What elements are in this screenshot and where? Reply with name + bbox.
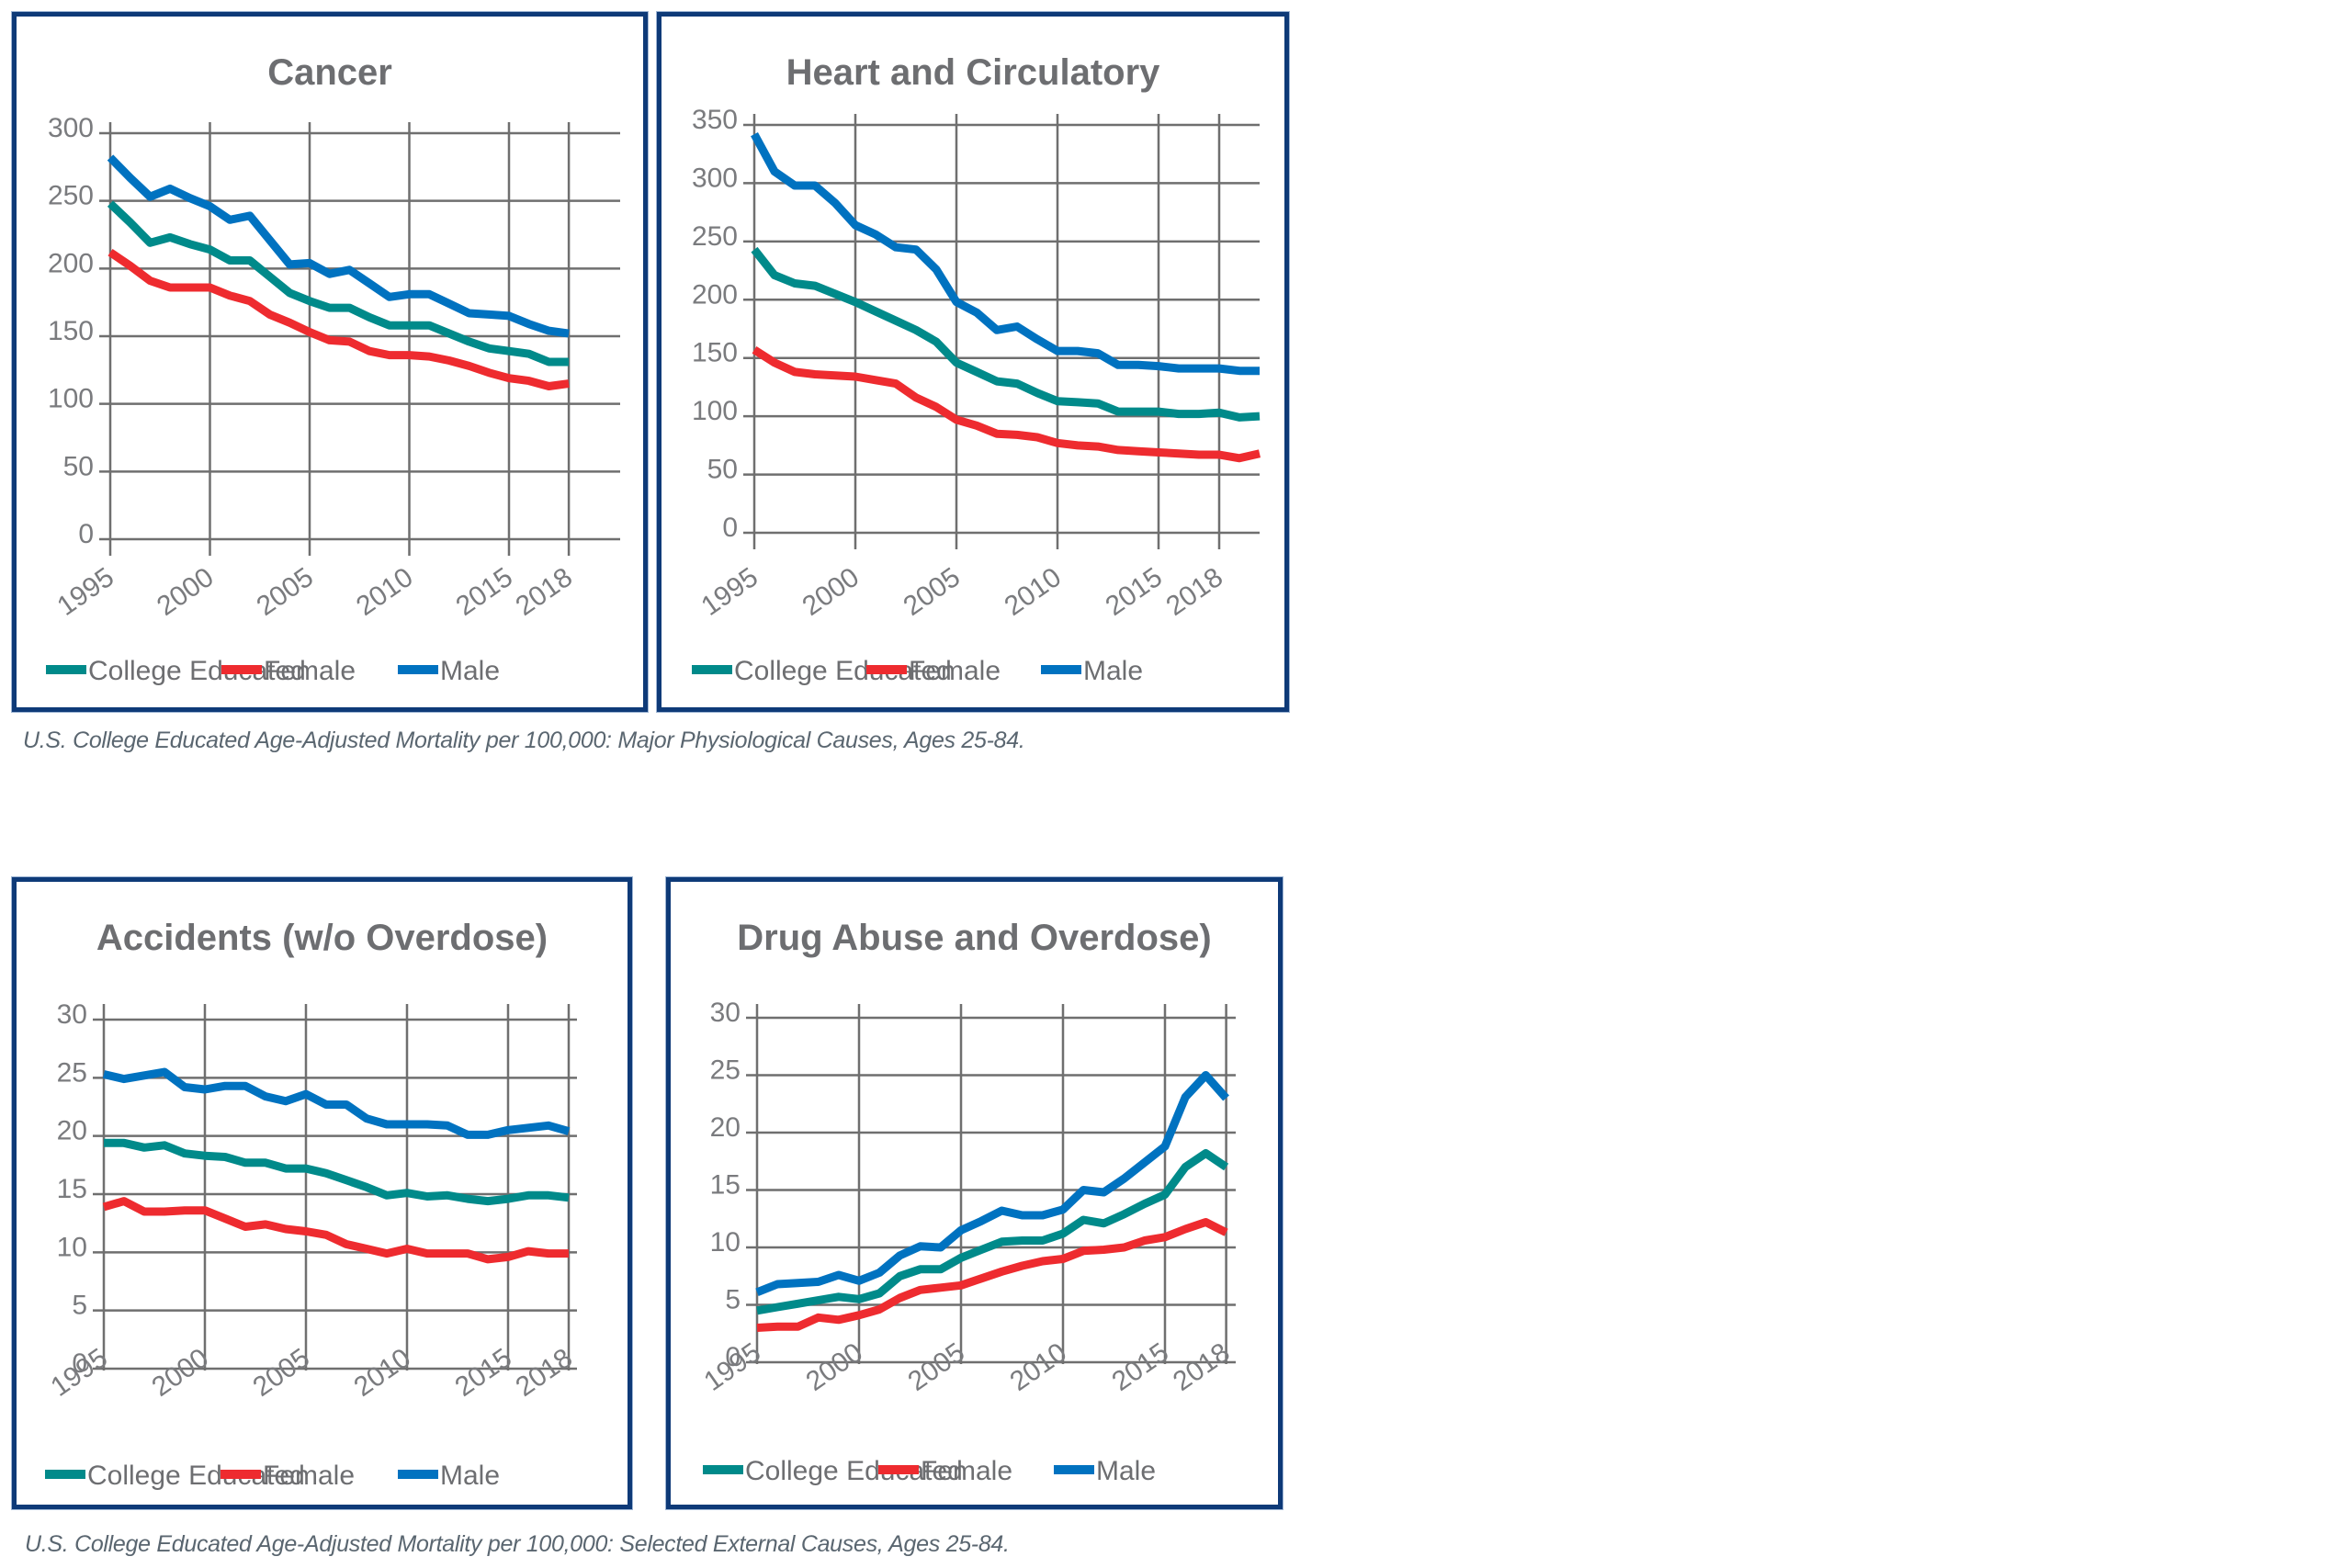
series-line-college-educated xyxy=(104,1138,570,1206)
legend-swatch-male xyxy=(398,665,438,674)
legend-label-male: Male xyxy=(1083,656,1143,686)
series-line-college-educated xyxy=(107,200,570,367)
y-tick-label: 150 xyxy=(48,316,94,346)
y-tick-label: 50 xyxy=(707,455,738,485)
series-line-female xyxy=(107,248,570,390)
legend-label-college-educated: College Educated xyxy=(734,656,952,686)
y-tick-label: 250 xyxy=(692,221,738,252)
x-tick-label: 2010 xyxy=(999,562,1067,622)
legend-label-female: Female xyxy=(264,656,356,686)
series-line-female xyxy=(756,1218,1228,1332)
x-tick-label: 2005 xyxy=(251,562,319,622)
legend-swatch-female xyxy=(878,1465,919,1474)
x-tick-label: 2000 xyxy=(797,562,865,622)
x-tick-label: 2015 xyxy=(450,562,518,622)
legend-label-college-educated: College Educated xyxy=(87,1461,305,1491)
y-tick-label: 50 xyxy=(63,451,94,481)
y-tick-label: 200 xyxy=(48,248,94,278)
chart-title: Heart and Circulatory xyxy=(786,52,1161,93)
legend-swatch-female xyxy=(221,665,262,674)
y-tick-label: 200 xyxy=(692,279,738,310)
legend-label-male: Male xyxy=(440,1461,500,1491)
y-tick-label: 10 xyxy=(710,1227,741,1258)
x-tick-label: 1995 xyxy=(51,562,119,622)
legend-swatch-male xyxy=(1054,1465,1094,1474)
series-line-college-educated xyxy=(751,246,1261,422)
cancer-chart-panel: Cancer 0 50 100 150 200 250 300 1995 2000 2005 2010… xyxy=(12,12,648,712)
x-tick-label: 2018 xyxy=(1160,562,1228,622)
accidents-chart-panel: Accidents (w/o Overdose) 0 5 10 15 20 25 30 1995… xyxy=(12,877,632,1509)
x-tick-label: 1995 xyxy=(695,562,763,622)
legend-swatch-college-educated xyxy=(46,665,86,674)
y-tick-label: 20 xyxy=(57,1116,87,1146)
chart-svg-cancer: Cancer 0 50 100 150 200 250 300 1995 2000 2005 2010… xyxy=(46,52,620,686)
series-line-male xyxy=(107,154,570,338)
chart-svg-heart-and-circulatory: Heart and Circulatory 0 50 100 150 200 250 300 3… xyxy=(692,52,1261,686)
x-tick-label: 2005 xyxy=(898,562,966,622)
x-tick-label: 2018 xyxy=(511,562,579,622)
y-tick-label: 350 xyxy=(692,105,738,135)
series-line-male xyxy=(755,1071,1229,1296)
y-tick-label: 25 xyxy=(57,1057,87,1088)
legend-label-male: Male xyxy=(1096,1456,1156,1486)
series-line-male xyxy=(102,1067,571,1139)
y-tick-label: 0 xyxy=(725,1342,741,1372)
x-tick-label: 2010 xyxy=(351,562,419,622)
y-tick-label: 0 xyxy=(72,1348,87,1379)
y-tick-label: 0 xyxy=(722,513,738,543)
chart-title: Cancer xyxy=(267,52,392,93)
y-tick-label: 0 xyxy=(78,519,94,549)
y-tick-label: 15 xyxy=(57,1174,87,1204)
y-tick-label: 250 xyxy=(48,181,94,211)
legend-swatch-college-educated xyxy=(45,1470,85,1479)
y-tick-label: 300 xyxy=(692,163,738,193)
y-tick-label: 10 xyxy=(57,1232,87,1262)
legend-swatch-male xyxy=(398,1470,438,1479)
chart-title: Accidents (w/o Overdose) xyxy=(96,918,548,958)
series-line-college-educated xyxy=(756,1149,1229,1315)
legend-swatch-male xyxy=(1041,665,1081,674)
series-line-female xyxy=(752,346,1261,463)
chart-svg-drug-abuse-and-overdose: Drug Abuse and Overdose)0510152025301995… xyxy=(698,918,1236,1486)
caption-external-causes: U.S. College Educated Age-Adjusted Morta… xyxy=(25,1531,1010,1557)
y-tick-label: 30 xyxy=(710,998,741,1028)
legend-swatch-college-educated xyxy=(692,665,732,674)
drug-overdose-chart-panel: Drug Abuse and Overdose) 0 5 10 15 20 25 30 1995… xyxy=(666,877,1283,1509)
legend-label-college-educated: College Educated xyxy=(88,656,306,686)
legend-label-female: Female xyxy=(921,1456,1012,1486)
caption-physiological-causes: U.S. College Educated Age-Adjusted Morta… xyxy=(23,728,1025,753)
legend-label-female: Female xyxy=(909,656,1001,686)
y-tick-label: 20 xyxy=(710,1112,741,1143)
series-line-female xyxy=(102,1197,569,1264)
x-tick-label: 2015 xyxy=(1100,562,1168,622)
y-tick-label: 100 xyxy=(48,384,94,414)
y-tick-label: 15 xyxy=(710,1170,741,1201)
legend-swatch-female xyxy=(866,665,907,674)
y-tick-label: 100 xyxy=(692,396,738,426)
legend-label-college-educated: College Educated xyxy=(745,1456,963,1486)
series-line-male xyxy=(751,131,1260,376)
heart-circulatory-chart-panel: Heart and Circulatory 0 50 100 150 200 250 300 3… xyxy=(657,12,1289,712)
y-tick-label: 300 xyxy=(48,113,94,143)
y-tick-label: 150 xyxy=(692,338,738,368)
y-tick-label: 25 xyxy=(710,1055,741,1086)
y-tick-label: 5 xyxy=(72,1291,87,1321)
legend-swatch-female xyxy=(220,1470,261,1479)
legend-label-female: Female xyxy=(263,1461,355,1491)
legend-swatch-college-educated xyxy=(703,1465,743,1474)
chart-svg-accidents-w-o-overdose: Accidents (w/o Overdose)0510152025301995… xyxy=(45,918,578,1491)
y-tick-label: 5 xyxy=(725,1285,741,1315)
legend-label-male: Male xyxy=(440,656,500,686)
chart-title: Drug Abuse and Overdose) xyxy=(737,918,1211,958)
x-tick-label: 2000 xyxy=(152,562,220,622)
y-tick-label: 30 xyxy=(57,999,87,1030)
